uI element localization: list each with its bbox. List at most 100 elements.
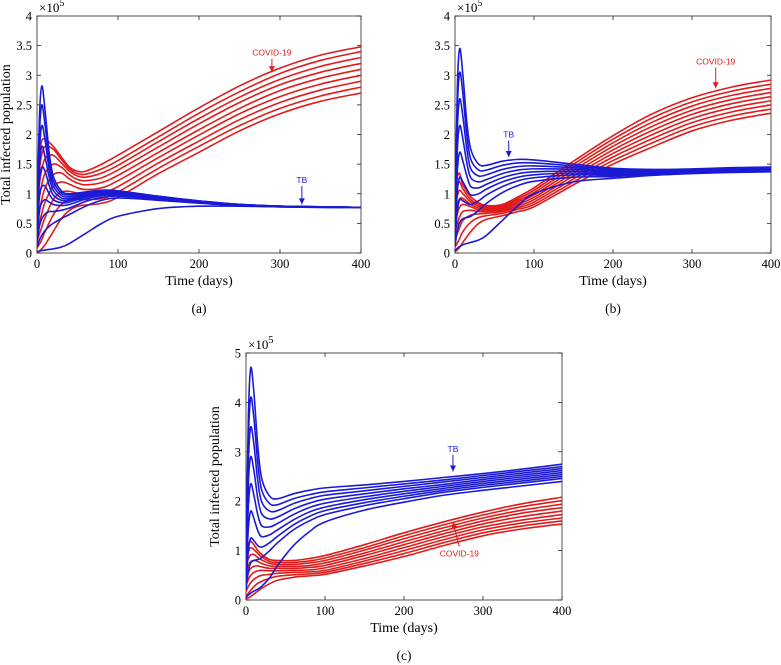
y-exponent-label: ×105 xyxy=(39,0,64,15)
annotation-arrow-head xyxy=(712,82,719,89)
y-exponent-base: ×10 xyxy=(248,337,268,352)
panel-b: 0 100 200 300 400 0 0.5 1 1.5 2 2.5 3 3.5 4 ×105 Time (… xyxy=(434,0,780,316)
y-tick-label: 4 xyxy=(235,396,242,410)
x-tick-label: 200 xyxy=(604,257,623,271)
series-lines xyxy=(455,47,771,253)
tb-series-line xyxy=(37,205,361,253)
y-tick-label: 2 xyxy=(444,128,450,142)
x-tick-label: 200 xyxy=(190,257,209,271)
annotation-arrow-head xyxy=(298,198,305,205)
covid-series-line xyxy=(246,510,562,581)
y-exponent-base: ×10 xyxy=(39,0,59,15)
y-tick-label: 1.5 xyxy=(434,158,450,172)
series-lines xyxy=(37,46,361,253)
y-tick-label: 3 xyxy=(235,445,241,459)
covid-series-line xyxy=(455,87,771,209)
covid-series-line xyxy=(455,79,771,207)
tb-series-line xyxy=(37,145,361,231)
covid-series-line xyxy=(246,503,562,567)
x-tick-label: 400 xyxy=(553,604,572,618)
tb-series-line xyxy=(455,71,771,225)
covid-series-line xyxy=(455,108,771,248)
panel-caption: (b) xyxy=(605,301,621,316)
annotation-label: COVID-19 xyxy=(252,48,291,58)
y-tick-label: 3.5 xyxy=(16,39,32,53)
covid-series-line xyxy=(37,92,361,253)
covid-series-line xyxy=(455,95,771,225)
y-tick-label: 2 xyxy=(235,495,241,509)
tb-series-line xyxy=(246,477,562,590)
covid-series-line xyxy=(37,56,361,201)
annotation-arrow-head xyxy=(449,465,456,472)
y-tick-label: 0 xyxy=(235,594,241,608)
x-tick-label: 100 xyxy=(525,257,544,271)
covid-series-line xyxy=(246,520,562,597)
x-axis-label: Time (days) xyxy=(370,621,438,636)
tb-series-line xyxy=(246,471,562,578)
covid-series-line xyxy=(246,517,562,592)
y-tick-label: 0 xyxy=(444,247,450,261)
y-tick-label: 3 xyxy=(26,69,32,83)
x-tick-label: 200 xyxy=(395,604,414,618)
y-tick-label: 2 xyxy=(26,128,32,142)
x-tick-label: 100 xyxy=(109,257,128,271)
annotation-label: TB xyxy=(296,175,307,185)
panel-caption: (a) xyxy=(192,301,207,316)
tb-series-line xyxy=(246,366,562,562)
annotation-label: COVID-19 xyxy=(696,57,735,67)
y-exponent-label: ×105 xyxy=(457,0,482,15)
covid-series-line xyxy=(37,68,361,225)
annotation-label: COVID-19 xyxy=(440,549,479,559)
covid-series-line xyxy=(37,50,361,189)
tb-series-line xyxy=(455,169,771,237)
covid-series-line xyxy=(246,513,562,586)
y-tick-label: 0 xyxy=(26,247,32,261)
covid-series-line xyxy=(246,499,562,564)
tb-series-line xyxy=(455,170,771,247)
x-tick-label: 300 xyxy=(474,604,493,618)
x-tick-label: 300 xyxy=(271,257,290,271)
y-exponent-label: ×105 xyxy=(248,335,273,352)
covid-series-line xyxy=(455,83,771,208)
tb-series-line xyxy=(246,480,562,599)
series-lines xyxy=(246,366,562,600)
y-tick-label: 5 xyxy=(235,347,241,361)
covid-series-line xyxy=(455,91,771,216)
y-tick-label: 3.5 xyxy=(434,39,450,53)
x-tick-label: 400 xyxy=(352,257,371,271)
y-axis-label: Total infected population xyxy=(208,406,223,547)
panel-a: 0 100 200 300 400 0 0.5 1 1.5 2 2.5 3 3.5 4 ×105 Time (… xyxy=(0,0,370,316)
tb-series-line xyxy=(455,171,771,252)
tb-series-line xyxy=(246,473,562,582)
x-axis-label: Time (days) xyxy=(165,274,233,289)
x-axis-label: Time (days) xyxy=(579,274,647,289)
y-tick-label: 2.5 xyxy=(16,98,32,112)
y-tick-label: 1 xyxy=(235,544,241,558)
tb-series-line xyxy=(246,455,562,574)
y-tick-label: 0.5 xyxy=(16,217,32,231)
y-tick-label: 2.5 xyxy=(434,98,450,112)
tb-series-line xyxy=(246,396,562,567)
y-exponent-power: 5 xyxy=(477,0,482,9)
x-tick-label: 300 xyxy=(683,257,702,271)
y-tick-label: 0.5 xyxy=(434,217,450,231)
x-tick-label: 0 xyxy=(34,257,40,271)
covid-series-line xyxy=(37,80,361,242)
y-tick-label: 4 xyxy=(26,10,33,24)
annotation-arrow-head xyxy=(268,66,275,73)
covid-series-line xyxy=(37,46,361,177)
x-tick-label: 100 xyxy=(316,604,335,618)
covid-series-line xyxy=(37,86,361,250)
panel-caption: (c) xyxy=(397,648,412,663)
y-tick-label: 3 xyxy=(444,69,450,83)
tb-series-line xyxy=(246,475,562,585)
y-tick-label: 1.5 xyxy=(16,158,32,172)
x-tick-label: 0 xyxy=(452,257,458,271)
annotation-arrow-head xyxy=(505,151,512,158)
y-exponent-base: ×10 xyxy=(457,0,477,15)
y-tick-label: 1 xyxy=(26,187,32,201)
annotation-label: TB xyxy=(448,444,459,454)
tb-series-line xyxy=(246,425,562,571)
